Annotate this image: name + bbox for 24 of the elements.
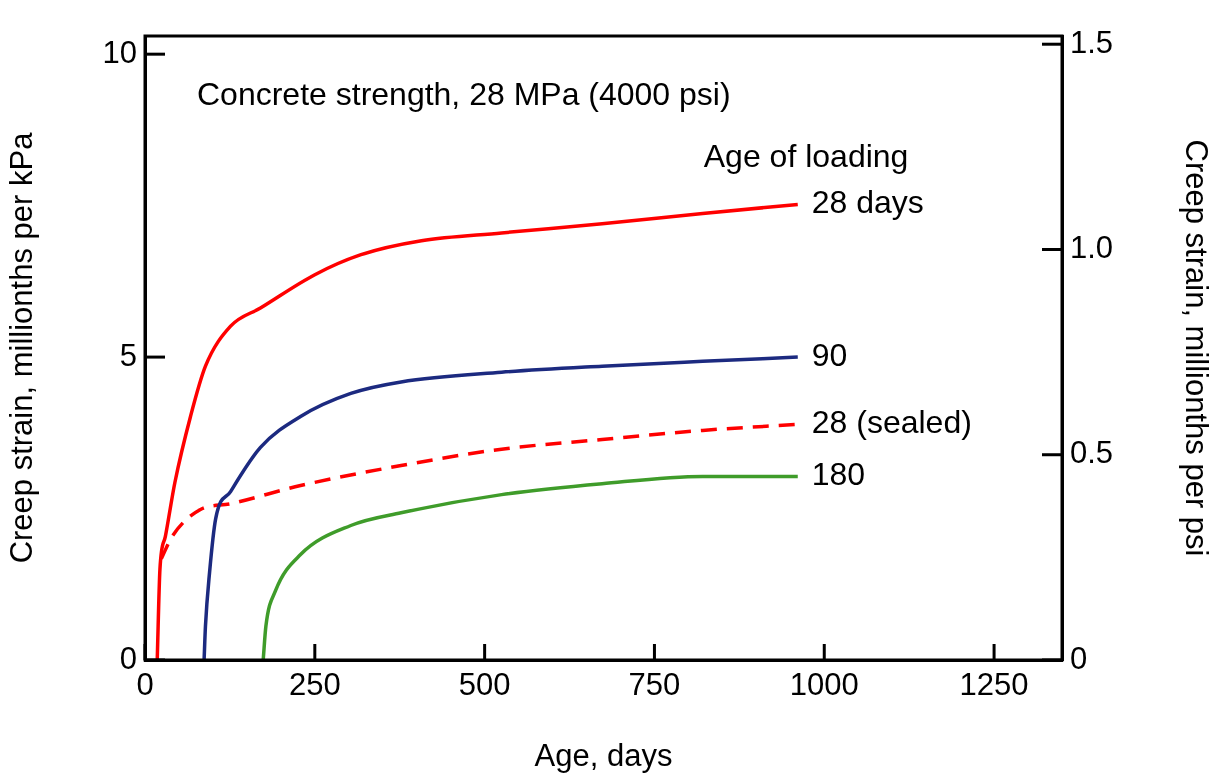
annotation: Concrete strength, 28 MPa (4000 psi) [197,75,731,112]
x-tick-label: 1000 [789,667,859,703]
x-tick-label: 250 [288,667,341,703]
series-label: 90 [811,336,848,373]
y-tick-label: 10 [102,34,137,70]
x-tick-label: 500 [458,667,511,703]
series-label: 28 days [811,184,924,221]
series-label: 180 [811,456,866,493]
y2-tick-label: 0.5 [1070,435,1114,471]
line-series [202,355,800,660]
y2-tick-label: 1.5 [1070,24,1114,60]
line-series [155,202,800,660]
y-tick-label: 0 [119,640,137,676]
series-label: 28 (sealed) [811,404,972,441]
x-tick-label: 1250 [959,667,1029,703]
x-axis-title: Age, days [534,737,673,773]
legend-title: Age of loading [703,138,909,175]
y-tick-label: 5 [119,337,137,373]
y2-tick-label: 1.0 [1070,230,1114,266]
x-tick-label: 750 [628,667,681,703]
y-axis-title: Creep strain, millionths per kPa [4,131,40,564]
line-series [261,474,800,660]
y2-axis-title: Creep strain, millionths per psi [1178,139,1213,557]
y2-tick-label: 0 [1070,640,1088,676]
